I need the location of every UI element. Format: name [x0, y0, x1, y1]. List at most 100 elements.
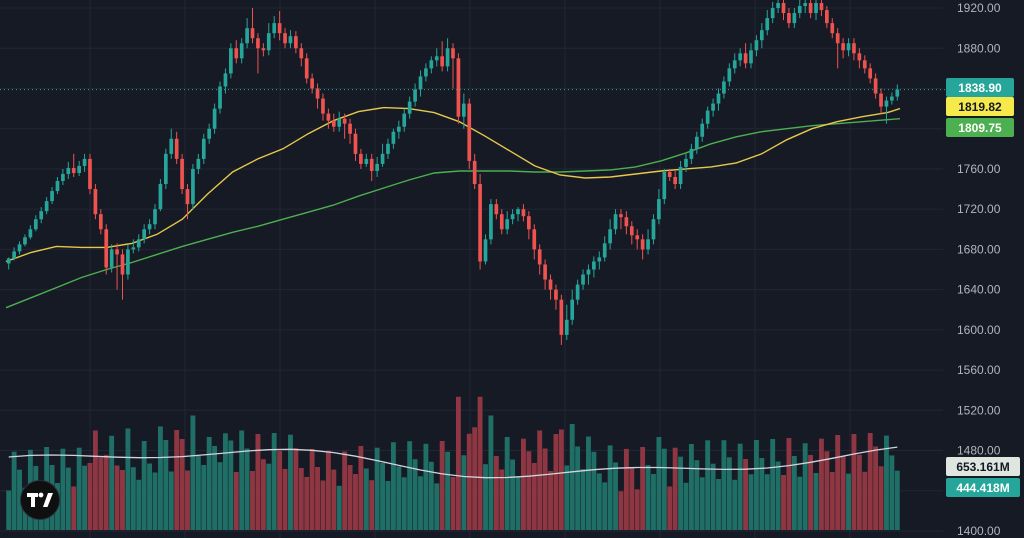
candle[interactable]: [451, 43, 455, 89]
candle[interactable]: [326, 108, 331, 129]
candle[interactable]: [88, 153, 92, 195]
candle[interactable]: [342, 113, 347, 139]
candle[interactable]: [516, 207, 520, 222]
candle[interactable]: [868, 63, 873, 84]
candle[interactable]: [256, 33, 260, 74]
candle[interactable]: [386, 138, 390, 159]
candle[interactable]: [288, 30, 293, 49]
candle[interactable]: [6, 257, 11, 270]
candle[interactable]: [169, 128, 174, 159]
candle[interactable]: [738, 48, 743, 67]
candle[interactable]: [109, 244, 114, 273]
candle[interactable]: [39, 207, 44, 224]
candle[interactable]: [743, 43, 748, 69]
candle[interactable]: [185, 184, 190, 220]
candle[interactable]: [234, 40, 239, 64]
candle[interactable]: [212, 103, 217, 134]
candle[interactable]: [331, 113, 336, 132]
candle[interactable]: [581, 269, 585, 290]
candle[interactable]: [158, 178, 163, 212]
candle[interactable]: [759, 23, 764, 49]
candle[interactable]: [592, 256, 596, 278]
candle[interactable]: [841, 38, 845, 59]
candle[interactable]: [819, 0, 824, 17]
tradingview-logo-icon[interactable]: [20, 480, 60, 520]
candle[interactable]: [700, 118, 705, 142]
candle[interactable]: [602, 236, 607, 262]
candle[interactable]: [673, 170, 677, 190]
candle[interactable]: [884, 96, 889, 124]
candle[interactable]: [472, 153, 477, 190]
candle[interactable]: [266, 23, 271, 56]
candle[interactable]: [207, 123, 212, 144]
candle[interactable]: [814, 0, 818, 21]
candle[interactable]: [380, 143, 385, 167]
candle[interactable]: [857, 48, 862, 69]
candle[interactable]: [218, 81, 222, 114]
candle[interactable]: [28, 225, 33, 240]
candle[interactable]: [689, 143, 694, 164]
candle[interactable]: [17, 241, 22, 255]
candle[interactable]: [765, 10, 770, 36]
candle[interactable]: [315, 83, 320, 109]
candle[interactable]: [294, 31, 298, 54]
candle[interactable]: [608, 219, 612, 250]
candle[interactable]: [489, 199, 493, 245]
candle[interactable]: [82, 153, 87, 172]
candle[interactable]: [554, 284, 558, 310]
candle[interactable]: [429, 56, 434, 74]
candle[interactable]: [413, 83, 417, 107]
candle[interactable]: [456, 53, 461, 124]
candle[interactable]: [727, 63, 732, 87]
candle[interactable]: [662, 168, 667, 205]
candle[interactable]: [646, 229, 650, 255]
candle[interactable]: [180, 153, 184, 195]
candle[interactable]: [694, 131, 699, 154]
candle[interactable]: [142, 224, 147, 244]
candle[interactable]: [50, 187, 54, 205]
candle[interactable]: [353, 128, 358, 161]
candle[interactable]: [126, 244, 130, 280]
candle[interactable]: [635, 229, 640, 250]
candle[interactable]: [66, 161, 71, 179]
candle[interactable]: [55, 176, 60, 195]
candle[interactable]: [716, 88, 721, 111]
candle[interactable]: [776, 0, 780, 14]
candle[interactable]: [440, 41, 445, 72]
candle[interactable]: [277, 11, 282, 41]
candle[interactable]: [153, 204, 157, 230]
candle[interactable]: [369, 153, 374, 182]
candle[interactable]: [402, 108, 407, 132]
candle[interactable]: [375, 156, 379, 177]
candle[interactable]: [770, 2, 775, 24]
candle[interactable]: [879, 88, 883, 114]
candle[interactable]: [852, 38, 856, 61]
candle[interactable]: [732, 53, 737, 74]
candle[interactable]: [272, 16, 277, 39]
candle[interactable]: [667, 168, 672, 182]
candle[interactable]: [830, 18, 835, 39]
candle[interactable]: [229, 43, 233, 79]
candle[interactable]: [407, 96, 412, 119]
candle[interactable]: [239, 38, 244, 64]
candle[interactable]: [787, 8, 791, 29]
candle[interactable]: [835, 28, 840, 69]
candle[interactable]: [505, 211, 510, 235]
candle[interactable]: [781, 0, 786, 21]
candle[interactable]: [348, 118, 352, 144]
candle[interactable]: [895, 84, 900, 101]
candle[interactable]: [749, 43, 753, 69]
candle[interactable]: [527, 211, 531, 240]
candle[interactable]: [873, 73, 878, 99]
candle[interactable]: [640, 234, 645, 260]
candle[interactable]: [825, 6, 829, 29]
candle[interactable]: [434, 48, 439, 67]
candle[interactable]: [575, 279, 580, 305]
candle[interactable]: [424, 63, 428, 82]
candle[interactable]: [304, 53, 309, 84]
candle[interactable]: [61, 168, 65, 186]
candle[interactable]: [321, 93, 325, 121]
candle[interactable]: [564, 304, 569, 340]
candle[interactable]: [391, 128, 396, 149]
candle[interactable]: [548, 274, 553, 300]
